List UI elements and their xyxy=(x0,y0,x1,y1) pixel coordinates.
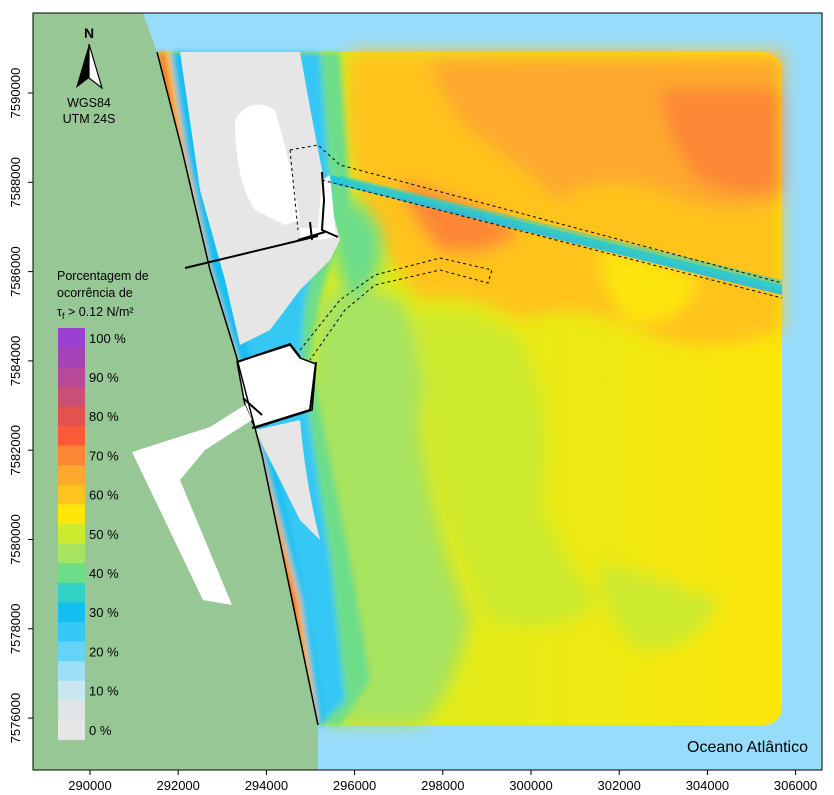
x-tick-label: 302000 xyxy=(598,778,641,793)
legend-swatch xyxy=(58,720,85,741)
legend-label: 20 % xyxy=(89,644,119,659)
legend-swatch xyxy=(58,543,85,564)
legend-title-3: τf > 0.12 N/m² xyxy=(57,305,134,321)
x-tick-label: 292000 xyxy=(157,778,200,793)
legend-swatch xyxy=(58,641,85,662)
x-tick-label: 298000 xyxy=(421,778,464,793)
y-tick-label: 7580000 xyxy=(8,514,23,565)
legend-swatch xyxy=(58,445,85,466)
legend-label: 70 % xyxy=(89,448,119,463)
dry-zone-south xyxy=(255,420,320,540)
legend-swatch xyxy=(58,406,85,427)
legend-swatch xyxy=(58,484,85,505)
legend-label: 40 % xyxy=(89,566,119,581)
x-tick-label: 300000 xyxy=(509,778,552,793)
x-tick-label: 294000 xyxy=(245,778,288,793)
y-tick-label: 7584000 xyxy=(8,336,23,387)
crs-datum: WGS84 xyxy=(67,96,111,110)
legend-swatch xyxy=(58,328,85,349)
map-area xyxy=(33,13,822,770)
legend-swatch xyxy=(58,602,85,623)
x-tick-label: 306000 xyxy=(774,778,817,793)
coastline xyxy=(156,51,319,726)
legend-label: 60 % xyxy=(89,488,119,503)
legend-title-1: Porcentagem de xyxy=(57,269,149,283)
legend-swatch xyxy=(58,347,85,368)
legend: Porcentagem de ocorrência de τf > 0.12 N… xyxy=(57,269,149,741)
legend-label: 0 % xyxy=(89,723,112,738)
map-frame xyxy=(32,12,823,771)
legend-label: 90 % xyxy=(89,370,119,385)
legend-swatch xyxy=(58,524,85,545)
legend-swatch xyxy=(58,661,85,682)
legend-swatch xyxy=(58,680,85,701)
y-axis: 7590000 7588000 7586000 7584000 7582000 75800… xyxy=(8,68,33,744)
high-stress-zone-north xyxy=(346,52,782,345)
x-tick-label: 304000 xyxy=(686,778,729,793)
y-tick-label: 7590000 xyxy=(8,68,23,119)
y-tick-label: 7588000 xyxy=(8,157,23,208)
legend-swatch xyxy=(58,582,85,603)
legend-title-2: ocorrência de xyxy=(57,286,133,300)
legend-swatch xyxy=(58,426,85,447)
dredged-channel-outlines xyxy=(289,144,783,361)
legend-swatch xyxy=(58,367,85,388)
ocean-label: Oceano Atlântico xyxy=(687,739,808,756)
x-tick-label: 290000 xyxy=(68,778,111,793)
legend-swatch xyxy=(58,465,85,486)
legend-swatch xyxy=(58,622,85,643)
legend-swatch xyxy=(58,504,85,525)
crs-zone: UTM 24S xyxy=(63,112,116,126)
sand-bar-white xyxy=(235,104,300,225)
legend-swatch xyxy=(58,386,85,407)
x-axis: 290000 292000 294000 296000 298000 300000 3020… xyxy=(68,770,817,793)
y-tick-label: 7586000 xyxy=(8,246,23,297)
legend-label: 100 % xyxy=(89,331,126,346)
legend-label: 80 % xyxy=(89,409,119,424)
y-tick-label: 7576000 xyxy=(8,693,23,744)
breakwaters xyxy=(184,171,339,429)
land-area xyxy=(33,13,318,770)
y-tick-label: 7578000 xyxy=(8,603,23,654)
navigation-channel xyxy=(330,175,782,295)
y-tick-label: 7582000 xyxy=(8,425,23,476)
legend-label: 50 % xyxy=(89,527,119,542)
x-tick-label: 296000 xyxy=(333,778,376,793)
north-arrow-icon: N xyxy=(76,25,104,90)
legend-swatch xyxy=(58,700,85,721)
legend-label: 10 % xyxy=(89,684,119,699)
legend-label: 30 % xyxy=(89,605,119,620)
north-letter: N xyxy=(84,25,94,41)
legend-swatch xyxy=(58,563,85,584)
